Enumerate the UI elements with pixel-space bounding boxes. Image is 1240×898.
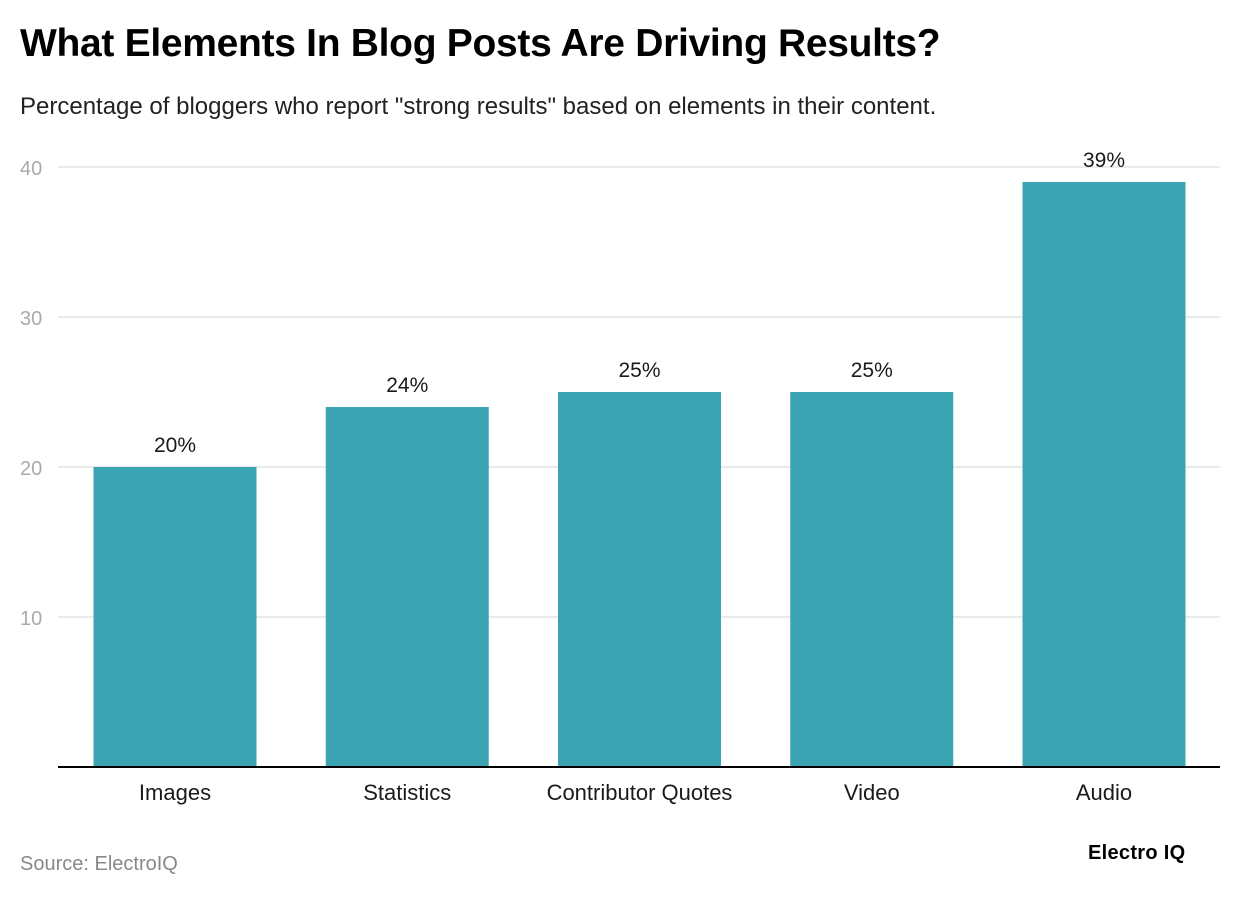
- bar: [790, 392, 954, 767]
- x-tick-label: Video: [844, 780, 900, 805]
- y-tick-label: 10: [20, 608, 42, 630]
- brand-logo: Electro IQ: [1088, 842, 1186, 864]
- x-axis-tick-labels: Images Statistics Contributor Quotes Video A…: [139, 780, 1132, 805]
- value-label: 24%: [386, 374, 428, 397]
- x-tick-label: Audio: [1076, 780, 1132, 805]
- bar: [325, 407, 489, 767]
- x-tick-label: Contributor Quotes: [547, 780, 733, 805]
- value-label: 25%: [851, 359, 893, 382]
- chart-title: What Elements In Blog Posts Are Driving …: [20, 22, 941, 65]
- y-axis-tick-labels: 10 20 30 40: [20, 158, 42, 630]
- value-labels: 20% 24% 25% 25% 39%: [154, 149, 1125, 457]
- bar: [558, 392, 721, 767]
- x-tick-label: Images: [139, 780, 211, 805]
- y-tick-label: 40: [20, 158, 42, 180]
- value-label: 20%: [154, 434, 196, 457]
- y-tick-label: 30: [20, 308, 42, 330]
- value-label: 25%: [618, 359, 660, 382]
- bars: [93, 182, 1186, 767]
- source-note: Source: ElectroIQ: [20, 853, 178, 875]
- y-tick-label: 20: [20, 458, 42, 480]
- bar: [1022, 182, 1186, 767]
- bar: [93, 467, 257, 767]
- chart-subtitle: Percentage of bloggers who report "stron…: [20, 93, 937, 120]
- value-label: 39%: [1083, 149, 1125, 172]
- x-tick-label: Statistics: [363, 780, 451, 805]
